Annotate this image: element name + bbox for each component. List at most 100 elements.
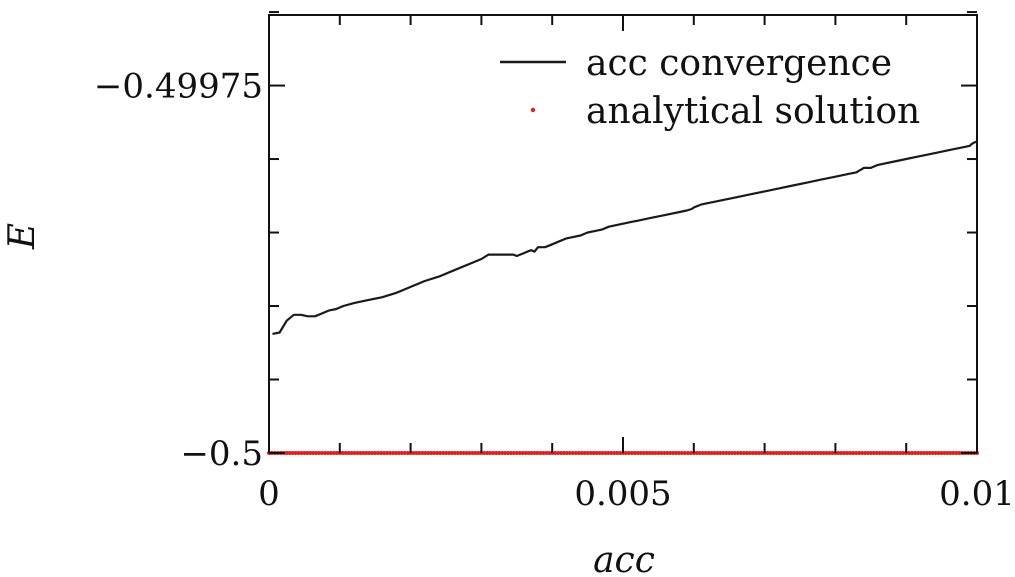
analytical-point: [721, 451, 726, 455]
analytical-point: [505, 451, 510, 455]
analytical-point: [331, 451, 336, 455]
analytical-point: [352, 451, 357, 455]
analytical-point: [299, 451, 304, 455]
analytical-point: [444, 451, 448, 455]
analytical-point: [635, 451, 640, 455]
analytical-point: [818, 451, 823, 455]
analytical-point: [877, 451, 882, 455]
legend: acc convergence analytical solution: [500, 43, 920, 132]
analytical-point: [942, 451, 947, 455]
analytical-point: [494, 451, 499, 455]
analytical-point: [830, 451, 835, 455]
analytical-point: [756, 451, 761, 455]
analytical-point: [343, 451, 348, 455]
analytical-point: [824, 451, 829, 455]
analytical-point: [393, 451, 398, 455]
analytical-point: [597, 451, 602, 455]
analytical-point: [629, 451, 634, 455]
analytical-point: [441, 451, 446, 455]
analytical-point: [733, 451, 738, 455]
analytical-point: [500, 451, 505, 455]
analytical-point: [405, 451, 410, 455]
analytical-point: [426, 451, 431, 455]
y-tick-label: −0.49975: [94, 67, 263, 107]
analytical-point: [355, 451, 360, 455]
analytical-point: [697, 451, 702, 455]
analytical-point: [411, 451, 416, 455]
analytical-point: [845, 451, 850, 455]
analytical-point: [488, 451, 493, 455]
analytical-point: [387, 451, 392, 455]
analytical-point: [848, 451, 853, 455]
analytical-point: [948, 451, 953, 455]
analytical-point: [600, 451, 605, 455]
analytical-point: [349, 451, 354, 455]
analytical-point: [517, 451, 522, 455]
analytical-point: [326, 451, 330, 455]
analytical-point: [792, 451, 797, 455]
analytical-point: [806, 451, 811, 455]
analytical-point: [741, 451, 746, 455]
analytical-point: [446, 451, 451, 455]
analytical-point: [547, 451, 552, 455]
analytical-point: [736, 451, 741, 455]
analytical-point: [455, 451, 460, 455]
analytical-point: [803, 451, 808, 455]
analytical-point: [945, 451, 950, 455]
analytical-point: [871, 451, 876, 455]
analytical-point: [284, 451, 289, 455]
analytical-point: [857, 451, 861, 455]
analytical-point: [423, 451, 428, 455]
analytical-point: [449, 451, 454, 455]
analytical-point: [576, 451, 581, 455]
analytical-point: [892, 451, 897, 455]
analytical-point: [680, 451, 684, 455]
analytical-point: [385, 451, 389, 455]
analytical-point: [809, 451, 814, 455]
analytical-point: [703, 451, 708, 455]
analytical-point: [836, 451, 841, 455]
analytical-point: [402, 451, 407, 455]
analytical-point: [579, 451, 584, 455]
analytical-point: [603, 451, 608, 455]
analytical-point: [582, 451, 587, 455]
analytical-point: [314, 451, 319, 455]
analytical-point: [854, 451, 859, 455]
analytical-point: [798, 451, 802, 455]
analytical-point: [290, 451, 295, 455]
analytical-point: [727, 451, 732, 455]
x-tick-label: 0.005: [574, 474, 671, 514]
analytical-point: [346, 451, 351, 455]
analytical-point: [435, 451, 440, 455]
analytical-point: [520, 451, 525, 455]
analytical-point: [438, 451, 443, 455]
analytical-point: [759, 451, 764, 455]
analytical-point: [508, 451, 513, 455]
analytical-point: [939, 451, 944, 455]
y-axis-label: E: [2, 223, 43, 250]
analytical-point: [390, 451, 395, 455]
analytical-point: [709, 451, 714, 455]
analytical-point: [827, 451, 832, 455]
analytical-point: [653, 451, 658, 455]
analytical-point: [491, 451, 496, 455]
analytical-point: [562, 451, 566, 455]
analytical-point: [432, 451, 437, 455]
analytical-point: [470, 451, 475, 455]
analytical-point: [936, 451, 941, 455]
analytical-point: [305, 451, 310, 455]
analytical-point: [724, 451, 729, 455]
analytical-point: [700, 451, 705, 455]
analytical-point: [771, 451, 776, 455]
analytical-point: [623, 451, 628, 455]
analytical-point: [591, 451, 596, 455]
analytical-point: [839, 451, 844, 455]
y-tick-label: −0.5: [180, 434, 263, 474]
analytical-point: [712, 451, 717, 455]
analytical-point: [376, 451, 381, 455]
analytical-point: [795, 451, 800, 455]
analytical-point: [594, 451, 599, 455]
analytical-point: [464, 451, 469, 455]
analytical-point: [662, 451, 667, 455]
